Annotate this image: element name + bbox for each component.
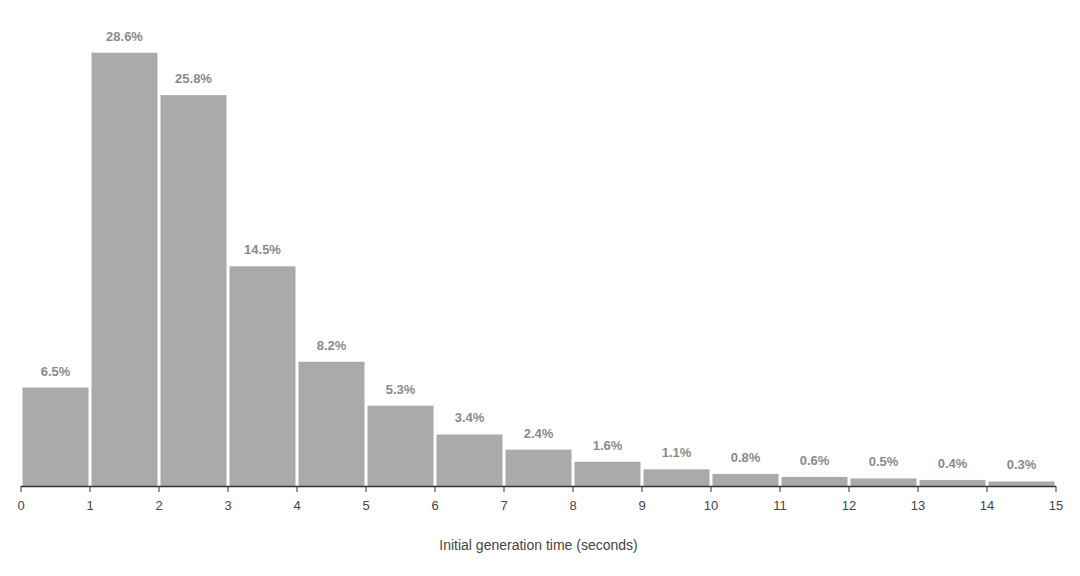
bar <box>575 462 641 486</box>
bars <box>23 53 1055 486</box>
x-tick <box>21 486 22 492</box>
x-tick <box>90 486 91 492</box>
x-tick-label: 13 <box>911 498 925 513</box>
x-axis-line <box>21 486 1056 488</box>
x-tick <box>504 486 505 492</box>
data-label: 0.8% <box>731 450 761 465</box>
data-label: 1.1% <box>662 445 692 460</box>
bar <box>230 266 296 486</box>
data-label: 3.4% <box>455 410 485 425</box>
x-tick-label: 0 <box>17 498 24 513</box>
x-tick <box>987 486 988 492</box>
data-label: 28.6% <box>106 29 143 44</box>
bar <box>920 480 986 486</box>
data-labels: 6.5% 28.6% 25.8% 14.5% 8.2% 5.3% 3.4% 2.4% 1.6% 1… <box>41 29 1037 473</box>
bar <box>851 478 917 486</box>
data-label: 5.3% <box>386 382 416 397</box>
bar <box>713 474 779 486</box>
x-tick-label: 10 <box>704 498 718 513</box>
x-tick <box>573 486 574 492</box>
x-tick-label: 14 <box>980 498 994 513</box>
bar <box>92 53 158 486</box>
x-tick <box>918 486 919 492</box>
x-tick-label: 15 <box>1049 498 1063 513</box>
x-tick-label: 12 <box>842 498 856 513</box>
chart: 6.5% 28.6% 25.8% 14.5% 8.2% 5.3% 3.4% 2.4% 1.6% 1… <box>0 0 1080 576</box>
x-tick-label: 6 <box>431 498 438 513</box>
data-label: 6.5% <box>41 364 71 379</box>
x-tick-label: 11 <box>773 498 787 513</box>
bar <box>989 481 1055 486</box>
data-label: 0.6% <box>800 453 830 468</box>
bar <box>644 469 710 486</box>
bar <box>368 406 434 486</box>
data-label: 1.6% <box>593 438 623 453</box>
data-label: 0.5% <box>869 454 899 469</box>
x-tick-label: 4 <box>293 498 300 513</box>
data-label: 0.4% <box>938 456 968 471</box>
data-label: 0.3% <box>1007 457 1037 472</box>
x-tick <box>435 486 436 492</box>
x-tick-label: 8 <box>569 498 576 513</box>
bar <box>782 477 848 486</box>
x-tick <box>297 486 298 492</box>
x-tick <box>780 486 781 492</box>
x-tick-label: 2 <box>155 498 162 513</box>
x-tick <box>228 486 229 492</box>
x-tick <box>849 486 850 492</box>
x-axis-label: Initial generation time (seconds) <box>439 537 637 553</box>
x-tick-label: 3 <box>224 498 231 513</box>
bar <box>23 388 89 486</box>
bar <box>299 362 365 486</box>
x-tick-label: 1 <box>86 498 93 513</box>
x-tick-label: 7 <box>500 498 507 513</box>
x-tick <box>159 486 160 492</box>
data-label: 25.8% <box>175 71 212 86</box>
data-label: 2.4% <box>524 426 554 441</box>
bar <box>506 450 572 486</box>
bar <box>437 434 503 486</box>
x-tick-label: 9 <box>638 498 645 513</box>
x-tick <box>366 486 367 492</box>
x-tick <box>642 486 643 492</box>
x-tick <box>711 486 712 492</box>
bar <box>161 95 227 486</box>
x-tick <box>1056 486 1057 492</box>
data-label: 8.2% <box>317 338 347 353</box>
x-tick-label: 5 <box>362 498 369 513</box>
data-label: 14.5% <box>244 242 281 257</box>
